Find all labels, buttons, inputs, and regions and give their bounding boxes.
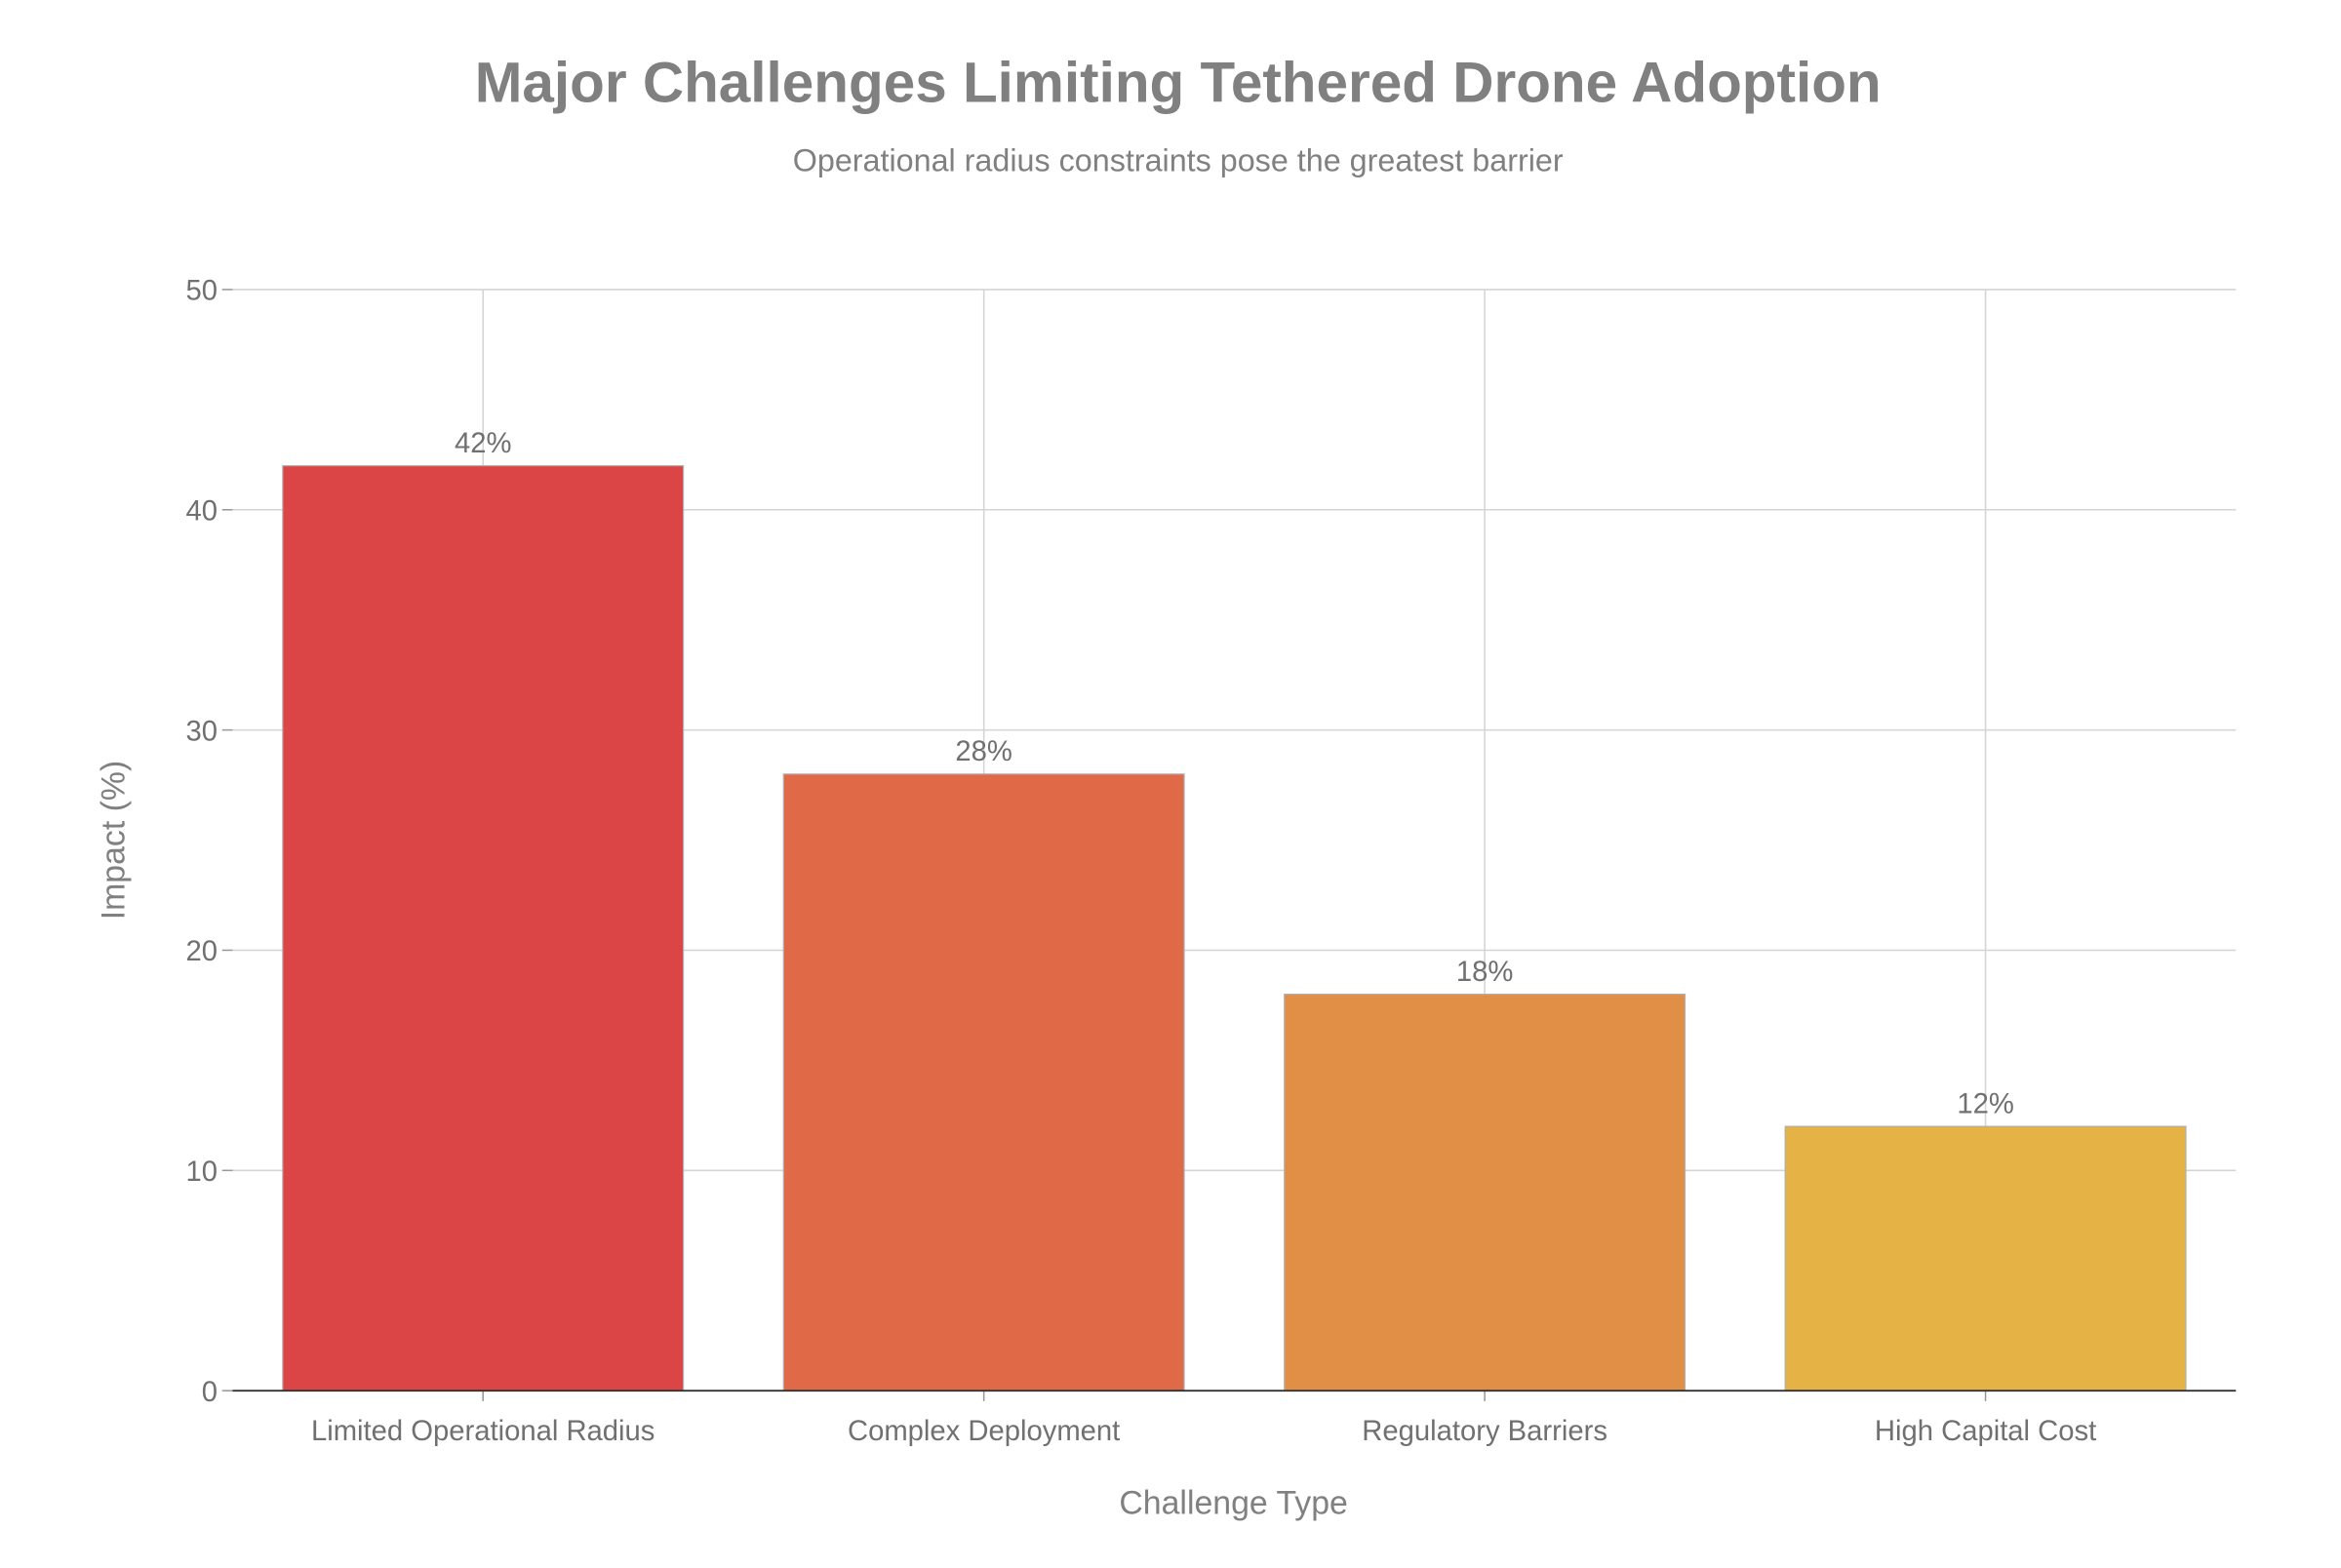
bar bbox=[782, 773, 1185, 1392]
bar bbox=[1784, 1125, 2187, 1392]
x-tick-label: High Capital Cost bbox=[1875, 1416, 2096, 1447]
x-tick-label: Regulatory Barriers bbox=[1362, 1416, 1607, 1447]
y-tick-label: 10 bbox=[186, 1156, 218, 1188]
y-tick-label: 0 bbox=[202, 1377, 218, 1408]
y-tick-label: 30 bbox=[186, 716, 218, 747]
bar bbox=[282, 464, 685, 1392]
x-tick-label: Limited Operational Radius bbox=[311, 1416, 655, 1447]
data-label: 12% bbox=[1957, 1088, 2013, 1119]
x-tick-label: Complex Deployment bbox=[848, 1416, 1120, 1447]
y-tick-label: 50 bbox=[186, 276, 218, 307]
chart-title: Major Challenges Limiting Tethered Drone… bbox=[475, 52, 1882, 115]
data-label: 28% bbox=[955, 736, 1012, 767]
x-axis-title: Challenge Type bbox=[1119, 1484, 1347, 1521]
bar bbox=[1284, 994, 1686, 1392]
data-label: 18% bbox=[1456, 957, 1513, 988]
y-tick-label: 40 bbox=[186, 496, 218, 528]
chart-subtitle: Operational radius constraints pose the … bbox=[793, 142, 1564, 177]
data-label: 42% bbox=[455, 428, 511, 459]
y-tick-label: 20 bbox=[186, 936, 218, 967]
y-axis-title: Impact (%) bbox=[96, 761, 133, 921]
